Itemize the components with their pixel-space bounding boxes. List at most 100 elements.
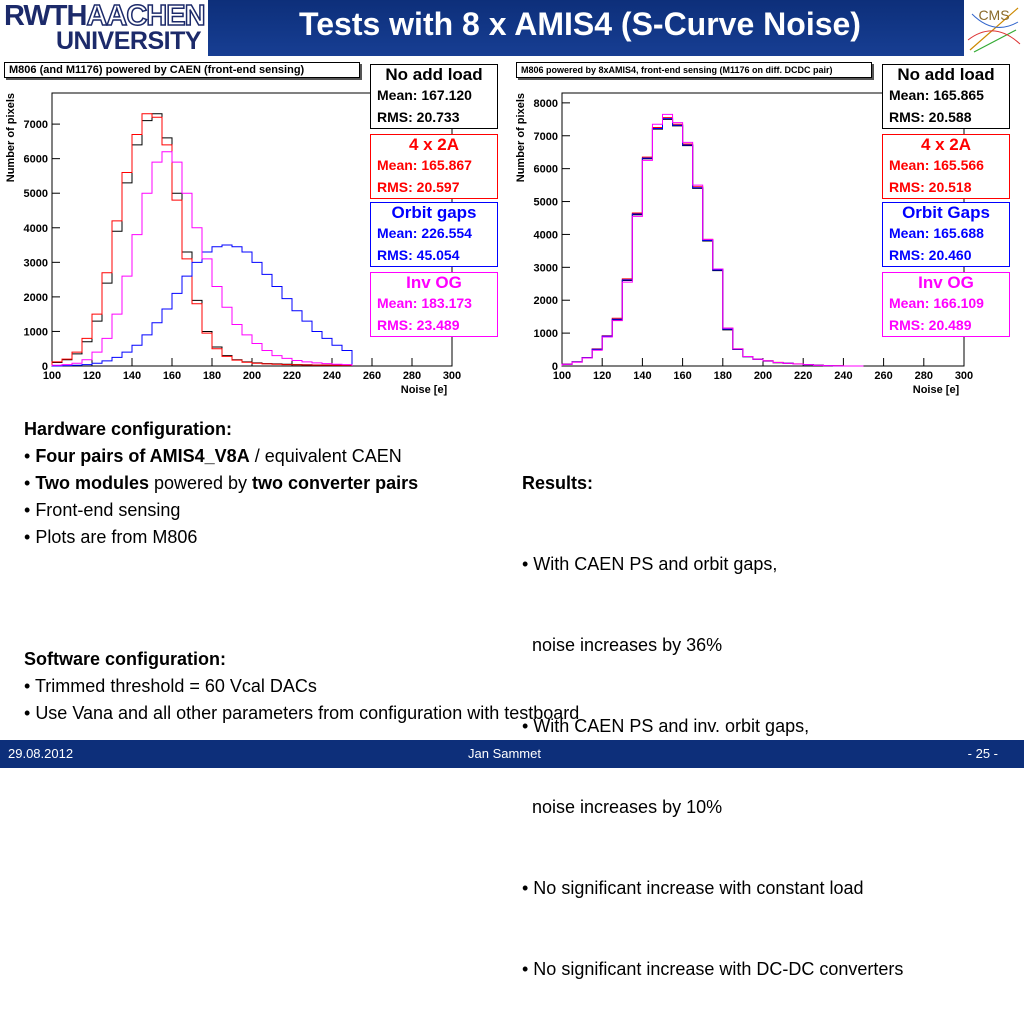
chart2-stat-box-inv-og: Inv OG Mean: 166.109 RMS: 20.489 [882,272,1010,337]
chart2-xtick-label: 100 [553,370,571,382]
chart2-ylabel: Number of pixels [515,93,527,182]
hardware-heading: Hardware configuration: [24,419,233,439]
software-section: Software configuration: • Trimmed thresh… [24,646,579,727]
chart2-xtick-label: 180 [714,370,732,382]
stat-box-mean: Mean: 165.566 [889,157,984,173]
stat-box-rms: RMS: 45.054 [377,247,460,263]
stat-box-rms: RMS: 20.597 [377,179,460,195]
chart2-ytick-label: 2000 [534,295,558,307]
footer: 29.08.2012 Jan Sammet - 25 - [0,740,1024,768]
chart1-xtick-label: 120 [83,370,101,382]
chart2-xtick-label: 260 [874,370,892,382]
stat-box-title: Inv OG [918,273,974,292]
chart2-xtick-label: 220 [794,370,812,382]
chart1-xtick-label: 220 [283,370,301,382]
results-line-5: • No significant increase with constant … [522,878,864,898]
footer-page: - 25 - [967,746,998,761]
chart2-xtick-label: 160 [673,370,691,382]
chart1-xtick-label: 300 [443,370,461,382]
results-line-2: noise increases by 36% [522,635,723,655]
header: RWTHAACHEN UNIVERSITY Tests with 8 x AMI… [0,0,1024,56]
results-line-3: • With CAEN PS and inv. orbit gaps, [522,716,810,736]
chart1-stat-box-inv-og: Inv OG Mean: 183.173 RMS: 23.489 [370,272,498,337]
logo-aachen: AACHEN [86,0,207,32]
chart1-ylabel: Number of pixels [5,93,17,182]
hardware-item-3: • Front-end sensing [24,500,181,520]
stat-box-rms: RMS: 20.588 [889,109,972,125]
chart1-ytick-label: 5000 [24,188,48,200]
page-title: Tests with 8 x AMIS4 (S-Curve Noise) [299,6,861,42]
stat-box-title: 4 x 2A [408,135,460,154]
chart2-ytick-label: 7000 [534,131,558,143]
stat-box-rms: RMS: 23.489 [377,317,460,333]
cms-logo-icon: CMS [967,7,1021,53]
chart1-ytick-label: 1000 [24,326,48,338]
software-item-1: • Trimmed threshold = 60 Vcal DACs [24,676,317,696]
stat-box-mean: Mean: 166.109 [889,295,984,311]
stat-box-title: Inv OG [406,273,462,292]
chart1-series-4-x-2a [51,113,353,366]
stat-box-title: No add load [385,65,483,84]
stat-box-mean: Mean: 183.173 [377,295,472,311]
results-heading: Results: [522,473,594,493]
stat-box-mean: Mean: 165.865 [889,87,984,103]
hardware-item-2: • Two modules powered by two converter p… [24,473,419,493]
chart1-ytick-label: 4000 [24,223,48,235]
chart1-ytick-label: 6000 [24,154,48,166]
chart1-title: M806 (and M1176) powered by CAEN (front-… [4,62,360,78]
stat-box-rms: RMS: 20.518 [889,179,972,195]
results-line-6: • No significant increase with DC-DC con… [522,959,904,979]
chart2-xtick-label: 200 [754,370,772,382]
footer-author: Jan Sammet [468,746,541,761]
chart2-ytick-label: 3000 [534,262,558,274]
chart1-xtick-label: 180 [203,370,221,382]
chart2-xtick-label: 140 [633,370,651,382]
stat-box-rms: RMS: 20.460 [889,247,972,263]
chart2-ytick-label: 4000 [534,229,558,241]
software-heading: Software configuration: [24,649,226,669]
chart2-xtick-label: 120 [593,370,611,382]
chart1-ytick-label: 0 [42,361,48,373]
stat-box-title: Orbit Gaps [902,203,990,222]
chart1-stat-box-orbit-gaps: Orbit gaps Mean: 226.554 RMS: 45.054 [370,202,498,267]
chart2-xtick-label: 300 [955,370,973,382]
chart2-title: M806 powered by 8xAMIS4, front-end sensi… [516,62,872,78]
stat-box-rms: RMS: 20.733 [377,109,460,125]
chart1-stat-box-no-add-load: No add load Mean: 167.120 RMS: 20.733 [370,64,498,129]
rwth-logo: RWTHAACHEN UNIVERSITY [0,0,208,56]
logo-rwth: RWTH [4,0,87,32]
chart2-plot: 100 120 140 160 180 200 220 240 260 280 3000100020… [515,92,973,396]
software-item-2: • Use Vana and all other parameters from… [24,703,580,723]
hardware-item-4: • Plots are from M806 [24,527,198,547]
chart1-xtick-label: 140 [123,370,141,382]
chart1-xtick-label: 240 [323,370,341,382]
chart2-xtick-label: 280 [915,370,933,382]
logo-university: UNIVERSITY [56,27,202,55]
chart1-ytick-label: 3000 [24,257,48,269]
chart1-xlabel: Noise [e] [401,384,448,396]
chart1-stat-box-4-x-2a: 4 x 2A Mean: 165.867 RMS: 20.597 [370,134,498,199]
chart2-ytick-label: 5000 [534,197,558,209]
stat-box-title: Orbit gaps [391,203,477,222]
chart2-ytick-label: 1000 [534,328,558,340]
stat-box-rms: RMS: 20.489 [889,317,972,333]
chart2-ytick-label: 0 [552,361,558,373]
chart1-xtick-label: 160 [163,370,181,382]
cms-logo: CMS [964,0,1024,56]
stat-box-title: No add load [897,65,995,84]
chart1-xtick-label: 280 [403,370,421,382]
stat-box-title: 4 x 2A [920,135,972,154]
chart2-xtick-label: 240 [834,370,852,382]
chart2-series-inv-og [561,113,864,367]
chart1-xtick-label: 100 [43,370,61,382]
results-line-1: • With CAEN PS and orbit gaps, [522,554,778,574]
footer-date: 29.08.2012 [8,746,74,761]
cms-logo-text: CMS [978,7,1009,23]
chart2-ytick-label: 8000 [534,98,558,110]
stat-box-mean: Mean: 226.554 [377,225,472,241]
chart2-stat-box-no-add-load: No add load Mean: 165.865 RMS: 20.588 [882,64,1010,129]
chart1-xtick-label: 260 [363,370,381,382]
chart2-ytick-label: 6000 [534,164,558,176]
chart1-ytick-label: 2000 [24,292,48,304]
chart1-xtick-label: 200 [243,370,261,382]
